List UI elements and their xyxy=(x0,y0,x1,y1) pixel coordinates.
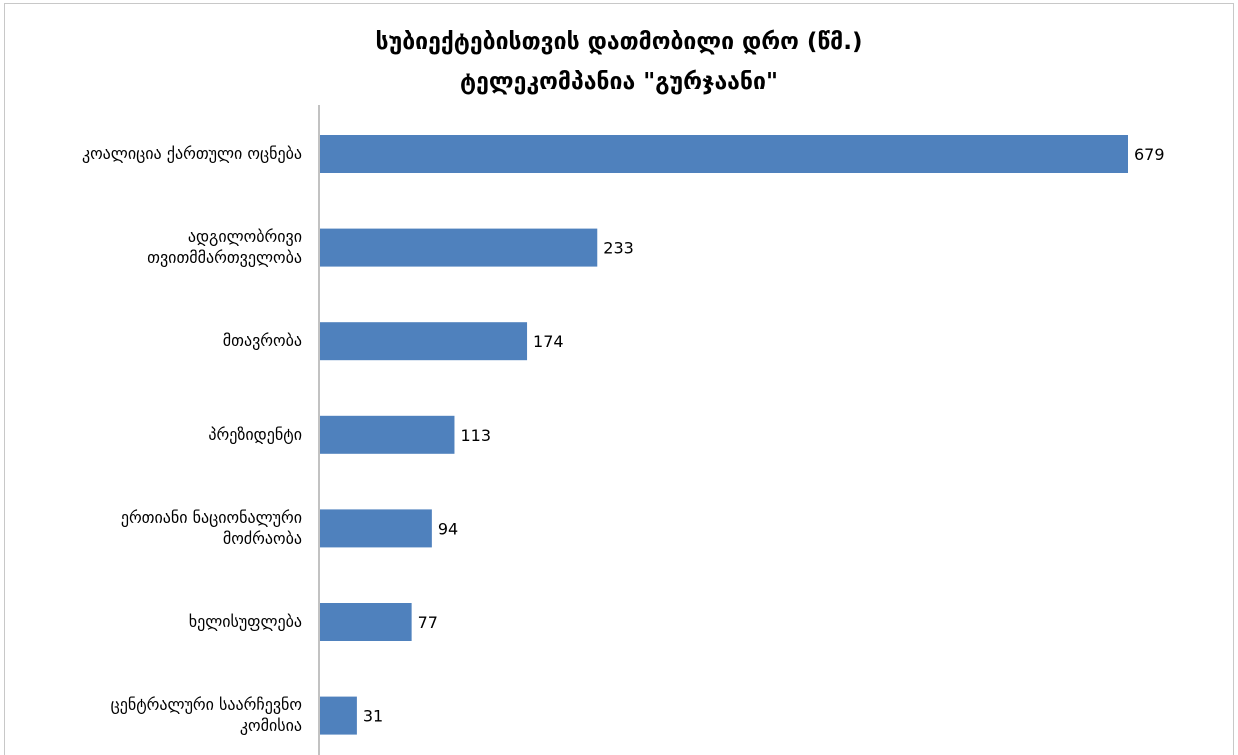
value-labels-group: 679 233 174 113 94 77 31 xyxy=(363,145,1165,726)
category-label-4-1: მოძრაობა xyxy=(223,529,302,548)
bar-6 xyxy=(320,696,357,735)
chart-title-line-2: ტელეკომპანია "გურჯაანი" xyxy=(460,69,778,95)
chart-title-line-1: სუბიექტებისთვის დათმობილი დრო (წმ.) xyxy=(375,29,863,55)
bars-group xyxy=(320,135,1128,735)
category-label-6-0: ცენტრალური საარჩევნო xyxy=(111,695,302,714)
value-label-4: 94 xyxy=(438,519,458,538)
category-label-1-0: ადგილობრივი xyxy=(188,227,302,246)
bar-1 xyxy=(320,228,598,267)
category-label-0-0: კოალიცია ქართული ოცნება xyxy=(82,144,302,163)
value-label-5: 77 xyxy=(418,613,438,632)
value-label-2: 174 xyxy=(533,332,564,351)
category-label-5-0: ხელისუფლება xyxy=(189,612,302,631)
category-label-1-1: თვითმმართველობა xyxy=(147,248,302,267)
bar-0 xyxy=(320,135,1128,173)
value-label-1: 233 xyxy=(603,239,634,258)
bar-3 xyxy=(320,415,455,454)
category-label-3-0: პრეზიდენტი xyxy=(208,425,302,444)
value-label-3: 113 xyxy=(460,426,491,445)
chart-title: სუბიექტებისთვის დათმობილი დრო (წმ.) ტელე… xyxy=(0,22,1238,102)
value-label-6: 31 xyxy=(363,707,383,726)
chart-frame xyxy=(4,3,1234,755)
category-label-2-0: მთავრობა xyxy=(223,331,302,350)
value-label-0: 679 xyxy=(1134,145,1165,164)
bar-5 xyxy=(320,603,412,641)
bar-2 xyxy=(320,322,528,361)
bar-4 xyxy=(320,509,432,548)
category-label-4-0: ერთიანი ნაციონალური xyxy=(121,508,302,527)
category-label-6-1: კომისია xyxy=(240,716,302,735)
category-labels-group: კოალიცია ქართული ოცნება ადგილობრივი თვითმმ… xyxy=(82,144,302,735)
